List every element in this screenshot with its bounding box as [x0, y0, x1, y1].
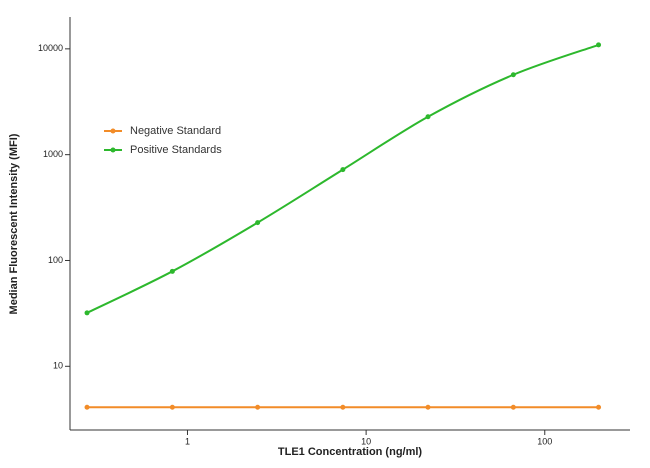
x-axis-title: TLE1 Concentration (ng/ml) — [278, 446, 423, 458]
legend-text: Negative Standard — [130, 125, 221, 137]
data-point — [84, 310, 90, 316]
x-tick-label: 1 — [185, 436, 190, 446]
y-tick-label: 10000 — [38, 43, 63, 53]
y-tick-label: 1000 — [43, 149, 63, 159]
x-tick-label: 100 — [537, 436, 552, 446]
data-point — [340, 404, 346, 410]
y-tick-label: 100 — [48, 255, 63, 265]
data-point — [596, 404, 602, 410]
legend-text: Positive Standards — [130, 144, 222, 156]
data-point — [425, 404, 431, 410]
data-point — [510, 404, 516, 410]
legend-marker — [110, 128, 116, 134]
data-point — [255, 404, 261, 410]
data-point — [425, 114, 431, 120]
y-tick-label: 10 — [53, 361, 63, 371]
data-point — [510, 72, 516, 78]
data-point — [84, 404, 90, 410]
data-point — [169, 268, 175, 274]
data-point — [169, 404, 175, 410]
legend-marker — [110, 147, 116, 153]
data-point — [596, 42, 602, 48]
data-point — [340, 167, 346, 173]
y-axis-title: Median Fluorescent Intensity (MFI) — [8, 133, 20, 314]
series-line — [86, 43, 599, 314]
data-point — [255, 220, 261, 226]
x-tick-label: 10 — [361, 436, 371, 446]
